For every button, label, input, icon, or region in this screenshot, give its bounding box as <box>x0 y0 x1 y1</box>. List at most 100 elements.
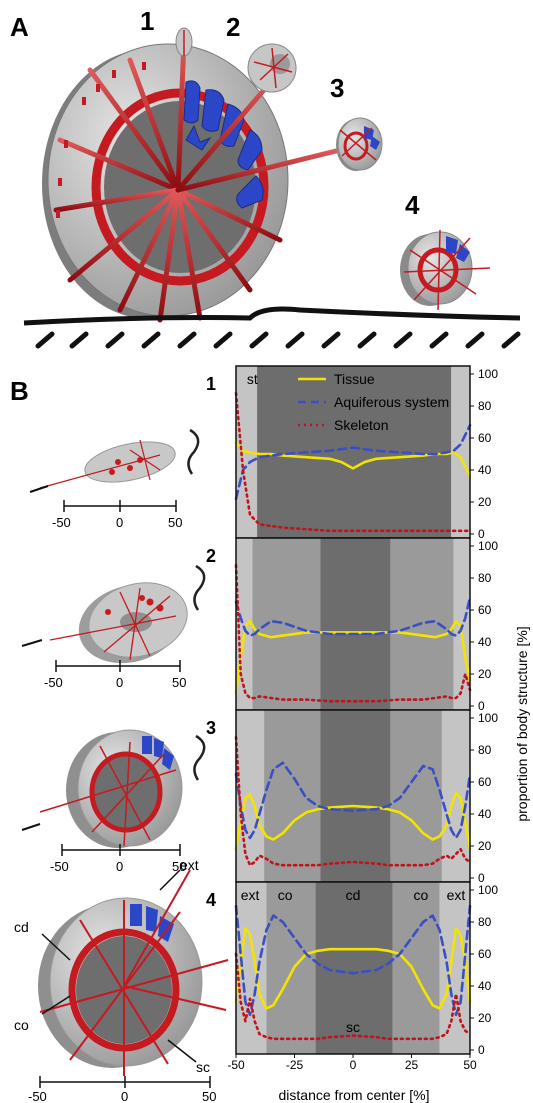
series-line-aquiferous-system <box>234 761 472 840</box>
thumb-4-tick-right: 50 <box>202 1089 216 1103</box>
panel-b-left: B -50 0 50 <box>10 374 229 1103</box>
series-line-aquiferous-system <box>234 595 472 637</box>
chart-panel-2: 0 20 40 60 80 100 <box>234 537 498 713</box>
chart-panel-3: 0 20 40 60 80 100 <box>234 709 498 885</box>
legend-label: Tissue <box>334 371 375 387</box>
x-tick-label: -50 <box>227 1058 245 1072</box>
stage-3-label: 3 <box>330 73 344 103</box>
panel-a: A 1 2 3 4 <box>10 6 521 349</box>
charts-area: 0 20 40 60 80 100 st Tissue Aquiferous system Ske… <box>227 365 498 1072</box>
x-tick-label: 50 <box>463 1058 477 1072</box>
series-line-tissue <box>234 441 472 478</box>
region-label: sc <box>346 1019 360 1035</box>
thumb-1-tick-mid: 0 <box>116 515 123 530</box>
series-line-tissue <box>234 619 472 695</box>
thumb-2-tick-mid: 0 <box>116 675 123 690</box>
rotation-icon <box>187 428 200 475</box>
region-band <box>266 882 316 1054</box>
y-tick-label: 80 <box>478 571 492 585</box>
region-band <box>257 366 452 538</box>
thumb-3-tick-left: -50 <box>50 859 69 874</box>
region-band <box>320 538 391 710</box>
y-tick-label: 100 <box>478 883 498 897</box>
stage-2-label: 2 <box>226 12 240 42</box>
stage-4-illustration <box>400 229 491 311</box>
x-tick-label: 25 <box>405 1058 419 1072</box>
series-line-skeleton <box>234 735 472 867</box>
y-tick-label: 40 <box>478 979 492 993</box>
thumb-3: -50 0 50 <box>21 729 206 874</box>
region-label: co <box>278 887 293 903</box>
y-tick-label: 80 <box>478 399 492 413</box>
region-band <box>451 366 470 538</box>
region-label: co <box>413 887 428 903</box>
y-axis-label: proportion of body structure [%] <box>514 626 530 821</box>
x-tick-label: -25 <box>286 1058 304 1072</box>
stage-4-label: 4 <box>405 190 420 220</box>
thumb-4-label-sc: sc <box>196 1059 210 1075</box>
thumb-2-tick-right: 50 <box>172 675 186 690</box>
row-4-label: 4 <box>206 890 216 910</box>
y-tick-label: 60 <box>478 603 492 617</box>
y-tick-label: 40 <box>478 807 492 821</box>
row-1-label: 1 <box>206 374 216 394</box>
chart-panel-4: 0 20 40 60 80 100 ext co cd co ext sc -50 -25 0 25 50 <box>227 881 498 1072</box>
stage-3-illustration <box>336 117 383 171</box>
y-tick-label: 20 <box>478 839 492 853</box>
thumb-1-tick-left: -50 <box>52 515 71 530</box>
chart-panel-1: 0 20 40 60 80 100 st Tissue Aquiferous system Ske… <box>234 365 498 541</box>
series-line-skeleton <box>234 952 472 1041</box>
stage-1-label: 1 <box>140 6 154 36</box>
thumb-3-tick-right: 50 <box>172 859 186 874</box>
region-label: ext <box>241 887 260 903</box>
row-2-label: 2 <box>206 546 216 566</box>
y-tick-label: 60 <box>478 947 492 961</box>
series-line-aquiferous-system <box>234 423 472 501</box>
y-tick-label: 80 <box>478 743 492 757</box>
thumb-4-label-co: co <box>14 1017 29 1033</box>
y-tick-label: 0 <box>478 871 485 885</box>
rotation-icon <box>193 564 206 611</box>
large-disk-illustration <box>42 37 343 323</box>
y-tick-label: 60 <box>478 775 492 789</box>
y-tick-label: 40 <box>478 635 492 649</box>
series-line-tissue <box>234 927 472 1010</box>
y-tick-label: 100 <box>478 367 498 381</box>
y-tick-label: 80 <box>478 915 492 929</box>
thumb-4-tick-left: -50 <box>28 1089 47 1103</box>
thumb-2: -50 0 50 <box>21 564 206 690</box>
thumb-1-tick-right: 50 <box>168 515 182 530</box>
region-label: ext <box>447 887 466 903</box>
thumb-4-label-cd: cd <box>14 919 29 935</box>
legend-label: Skeleton <box>334 417 388 433</box>
panel-a-label: A <box>10 12 29 42</box>
row-3-label: 3 <box>206 718 216 738</box>
y-tick-label: 0 <box>478 1043 485 1057</box>
x-tick-label: 0 <box>350 1058 357 1072</box>
region-label: st <box>247 371 258 387</box>
series-line-aquiferous-system <box>234 904 472 1017</box>
y-tick-label: 60 <box>478 431 492 445</box>
region-band <box>392 882 440 1054</box>
y-tick-label: 0 <box>478 699 485 713</box>
panel-b-label: B <box>10 376 29 406</box>
thumb-4: cd co ext sc -50 0 50 <box>14 857 229 1103</box>
legend-label: Aquiferous system <box>334 394 449 410</box>
region-band <box>390 710 442 882</box>
ground-line <box>23 306 521 349</box>
y-tick-label: 20 <box>478 495 492 509</box>
rotation-icon <box>193 734 206 781</box>
series-line-skeleton <box>234 563 472 703</box>
y-tick-label: 0 <box>478 527 485 541</box>
thumb-1: -50 0 50 <box>29 428 200 530</box>
region-band <box>320 710 391 882</box>
region-label: cd <box>346 887 361 903</box>
x-axis-label: distance from center [%] <box>279 1087 430 1103</box>
series-line-tissue <box>234 791 472 851</box>
y-tick-label: 100 <box>478 711 498 725</box>
stage-1-illustration <box>175 27 193 57</box>
thumb-4-label-ext: ext <box>180 857 199 873</box>
thumb-4-tick-mid: 0 <box>121 1089 128 1103</box>
y-tick-label: 100 <box>478 539 498 553</box>
